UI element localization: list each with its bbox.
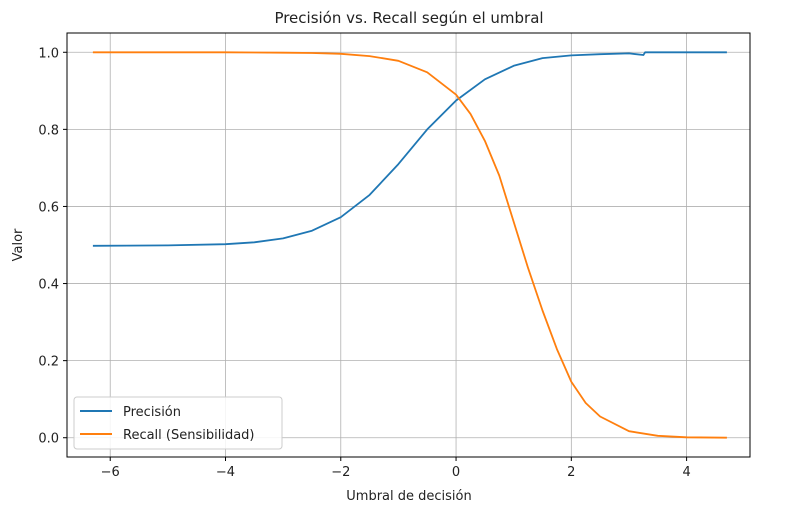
x-axis-label: Umbral de decisión [346, 489, 471, 504]
x-tick-label: −6 [101, 465, 120, 480]
precision-line [92, 51, 727, 247]
y-tick-label: 0.4 [38, 278, 59, 293]
x-tick-label: 2 [567, 465, 575, 480]
x-tick-label: 0 [452, 465, 460, 480]
ticks: −6 −4 −2 0 2 4 0.0 0.2 0.4 0.6 0.8 1.0 [38, 46, 690, 480]
legend-label-recall: Recall (Sensibilidad) [123, 428, 255, 443]
x-tick-label: 4 [682, 465, 690, 480]
y-tick-label: 0.2 [38, 355, 59, 370]
legend-label-precision: Precisión [123, 405, 181, 420]
y-tick-label: 0.8 [38, 123, 59, 138]
recall-line [92, 51, 727, 439]
legend: Precisión Recall (Sensibilidad) [73, 396, 283, 450]
y-tick-label: 1.0 [38, 46, 59, 61]
y-axis-label: Valor [11, 228, 26, 261]
series-lines [92, 51, 727, 439]
plot-frame [66, 32, 751, 458]
x-tick-label: −2 [331, 465, 350, 480]
y-tick-label: 0.6 [38, 200, 59, 215]
chart-title: Precisión vs. Recall según el umbral [274, 9, 543, 27]
x-tick-label: −4 [216, 465, 235, 480]
y-tick-label: 0.0 [38, 432, 59, 447]
